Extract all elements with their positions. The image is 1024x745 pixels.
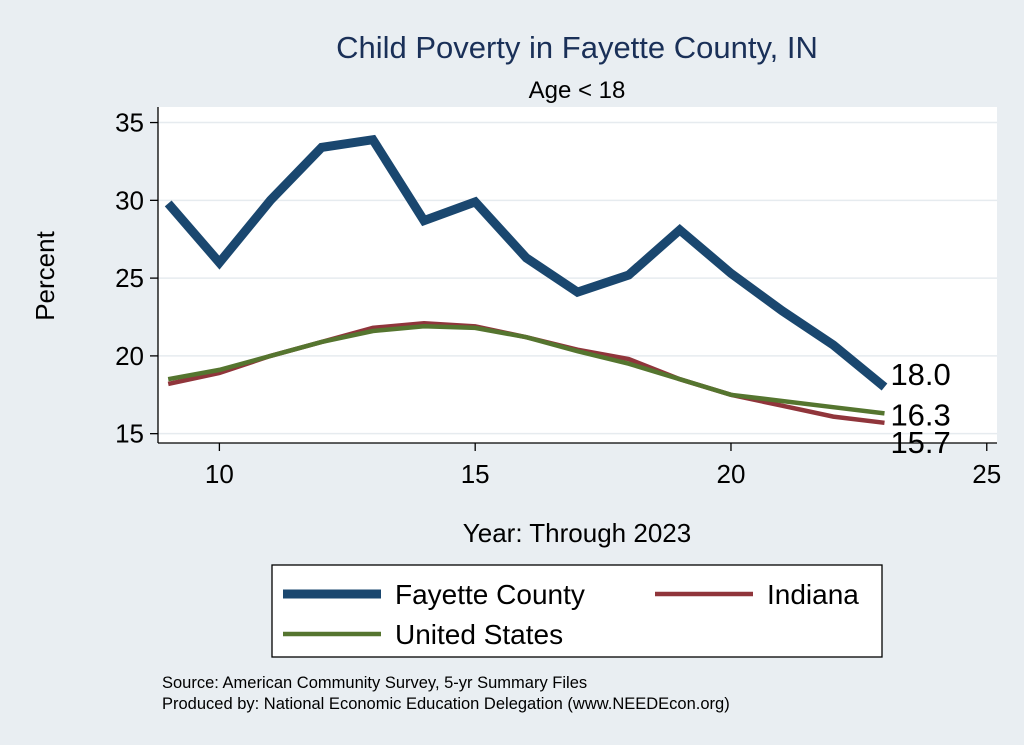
grid-lines — [158, 121, 997, 435]
legend-label: Fayette County — [395, 579, 585, 610]
axes: 15 20 25 30 35 10 15 20 25 — [115, 107, 1001, 489]
x-tick-label: 25 — [972, 459, 1001, 489]
x-axis-label: Year: Through 2023 — [463, 518, 691, 548]
y-tick-label: 35 — [115, 108, 144, 138]
chart-subtitle: Age < 18 — [529, 77, 626, 104]
y-tick-label: 20 — [115, 341, 144, 371]
x-tick-label: 10 — [205, 459, 234, 489]
series-line-united-states — [167, 324, 885, 416]
source-line-1: Source: American Community Survey, 5-yr … — [162, 674, 587, 692]
end-label-indiana: 15.7 — [890, 425, 950, 460]
legend-items: Fayette County Indiana United States — [283, 579, 859, 650]
legend-label: Indiana — [767, 579, 859, 610]
legend — [271, 564, 883, 658]
y-tick-label: 30 — [115, 185, 144, 215]
y-tick-label: 15 — [115, 419, 144, 449]
end-label-united-states: 16.3 — [890, 397, 950, 432]
end-label-fayette-county: 18.0 — [890, 357, 950, 392]
source-line-2: Produced by: National Economic Education… — [162, 695, 730, 713]
chart-title: Child Poverty in Fayette County, IN — [336, 30, 818, 65]
y-tick-label: 25 — [115, 263, 144, 293]
y-axis-label: Percent — [30, 230, 60, 320]
x-tick-label: 20 — [717, 459, 746, 489]
plot-area — [158, 107, 997, 443]
series-lines — [164, 134, 888, 426]
x-tick-label: 15 — [461, 459, 490, 489]
end-labels: 18.0 15.716.3 — [890, 357, 950, 460]
legend-label: United States — [395, 619, 563, 650]
series-line-fayette-county — [164, 134, 888, 391]
